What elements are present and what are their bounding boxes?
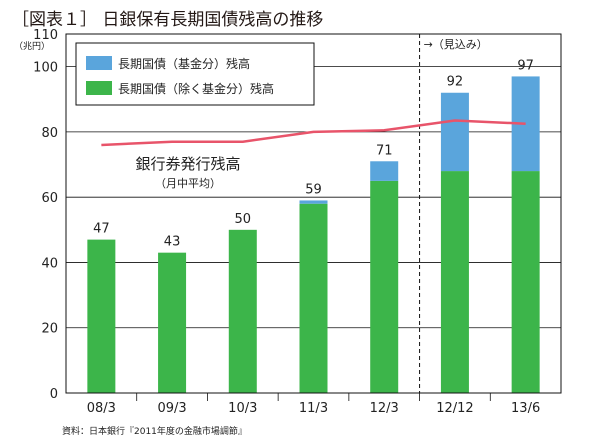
y-tick-label: 60 bbox=[41, 191, 58, 206]
bar-segment-excluding-fund bbox=[440, 171, 469, 393]
x-tick-label: 11/3 bbox=[299, 401, 328, 416]
x-tick-label: 09/3 bbox=[157, 401, 186, 416]
y-tick-label: 100 bbox=[33, 61, 58, 76]
bar-total-label: 50 bbox=[235, 212, 252, 227]
bar-segment-excluding-fund bbox=[299, 203, 328, 393]
line-label: 銀行券発行残高 bbox=[135, 155, 240, 173]
bar-segment-excluding-fund bbox=[370, 180, 399, 393]
banknote-line bbox=[101, 119, 526, 147]
forecast-label: →（見込み） bbox=[424, 38, 488, 51]
x-tick-label: 08/3 bbox=[87, 401, 116, 416]
y-tick-label: 20 bbox=[41, 322, 58, 337]
chart-title: ［図表１］ 日銀保有長期国債残高の推移 bbox=[12, 10, 324, 30]
bar-total-label: 71 bbox=[376, 143, 393, 158]
bar-segment-fund bbox=[299, 200, 328, 204]
y-tick-label: 110 bbox=[33, 28, 58, 43]
x-tick-label: 12/12 bbox=[436, 401, 473, 416]
bar-segment-excluding-fund bbox=[87, 239, 116, 393]
bar-segment-excluding-fund bbox=[158, 252, 187, 393]
x-tick-label: 10/3 bbox=[228, 401, 257, 416]
bar-segment-excluding-fund bbox=[228, 229, 257, 393]
bar-total-label: 97 bbox=[517, 58, 534, 73]
legend-swatch bbox=[86, 56, 112, 70]
x-tick-label: 13/6 bbox=[511, 401, 540, 416]
y-tick-label: 40 bbox=[41, 256, 58, 271]
plot-frame bbox=[65, 33, 562, 394]
legend-label: 長期国債（基金分）残高 bbox=[118, 56, 250, 71]
y-tick-label: 80 bbox=[41, 126, 58, 141]
bar-total-label: 47 bbox=[93, 222, 110, 237]
line-sublabel: （月中平均） bbox=[155, 177, 221, 190]
x-tick-label: 12/3 bbox=[370, 401, 399, 416]
bar-total-label: 43 bbox=[164, 235, 181, 250]
bar-total-label: 92 bbox=[447, 75, 464, 90]
bar-segment-fund bbox=[370, 161, 399, 181]
bar-segment-excluding-fund bbox=[511, 171, 540, 393]
legend-label: 長期国債（除く基金分）残高 bbox=[118, 81, 274, 96]
source-note: 資料：日本銀行『2011年度の金融市場調節』 bbox=[62, 427, 247, 437]
legend-swatch bbox=[86, 81, 112, 95]
bar-segment-fund bbox=[440, 92, 469, 172]
y-axis-unit-label: （兆円） bbox=[14, 41, 50, 52]
y-tick-label: 0 bbox=[50, 387, 58, 402]
legend-box bbox=[75, 42, 315, 106]
bar-total-label: 59 bbox=[305, 182, 322, 197]
